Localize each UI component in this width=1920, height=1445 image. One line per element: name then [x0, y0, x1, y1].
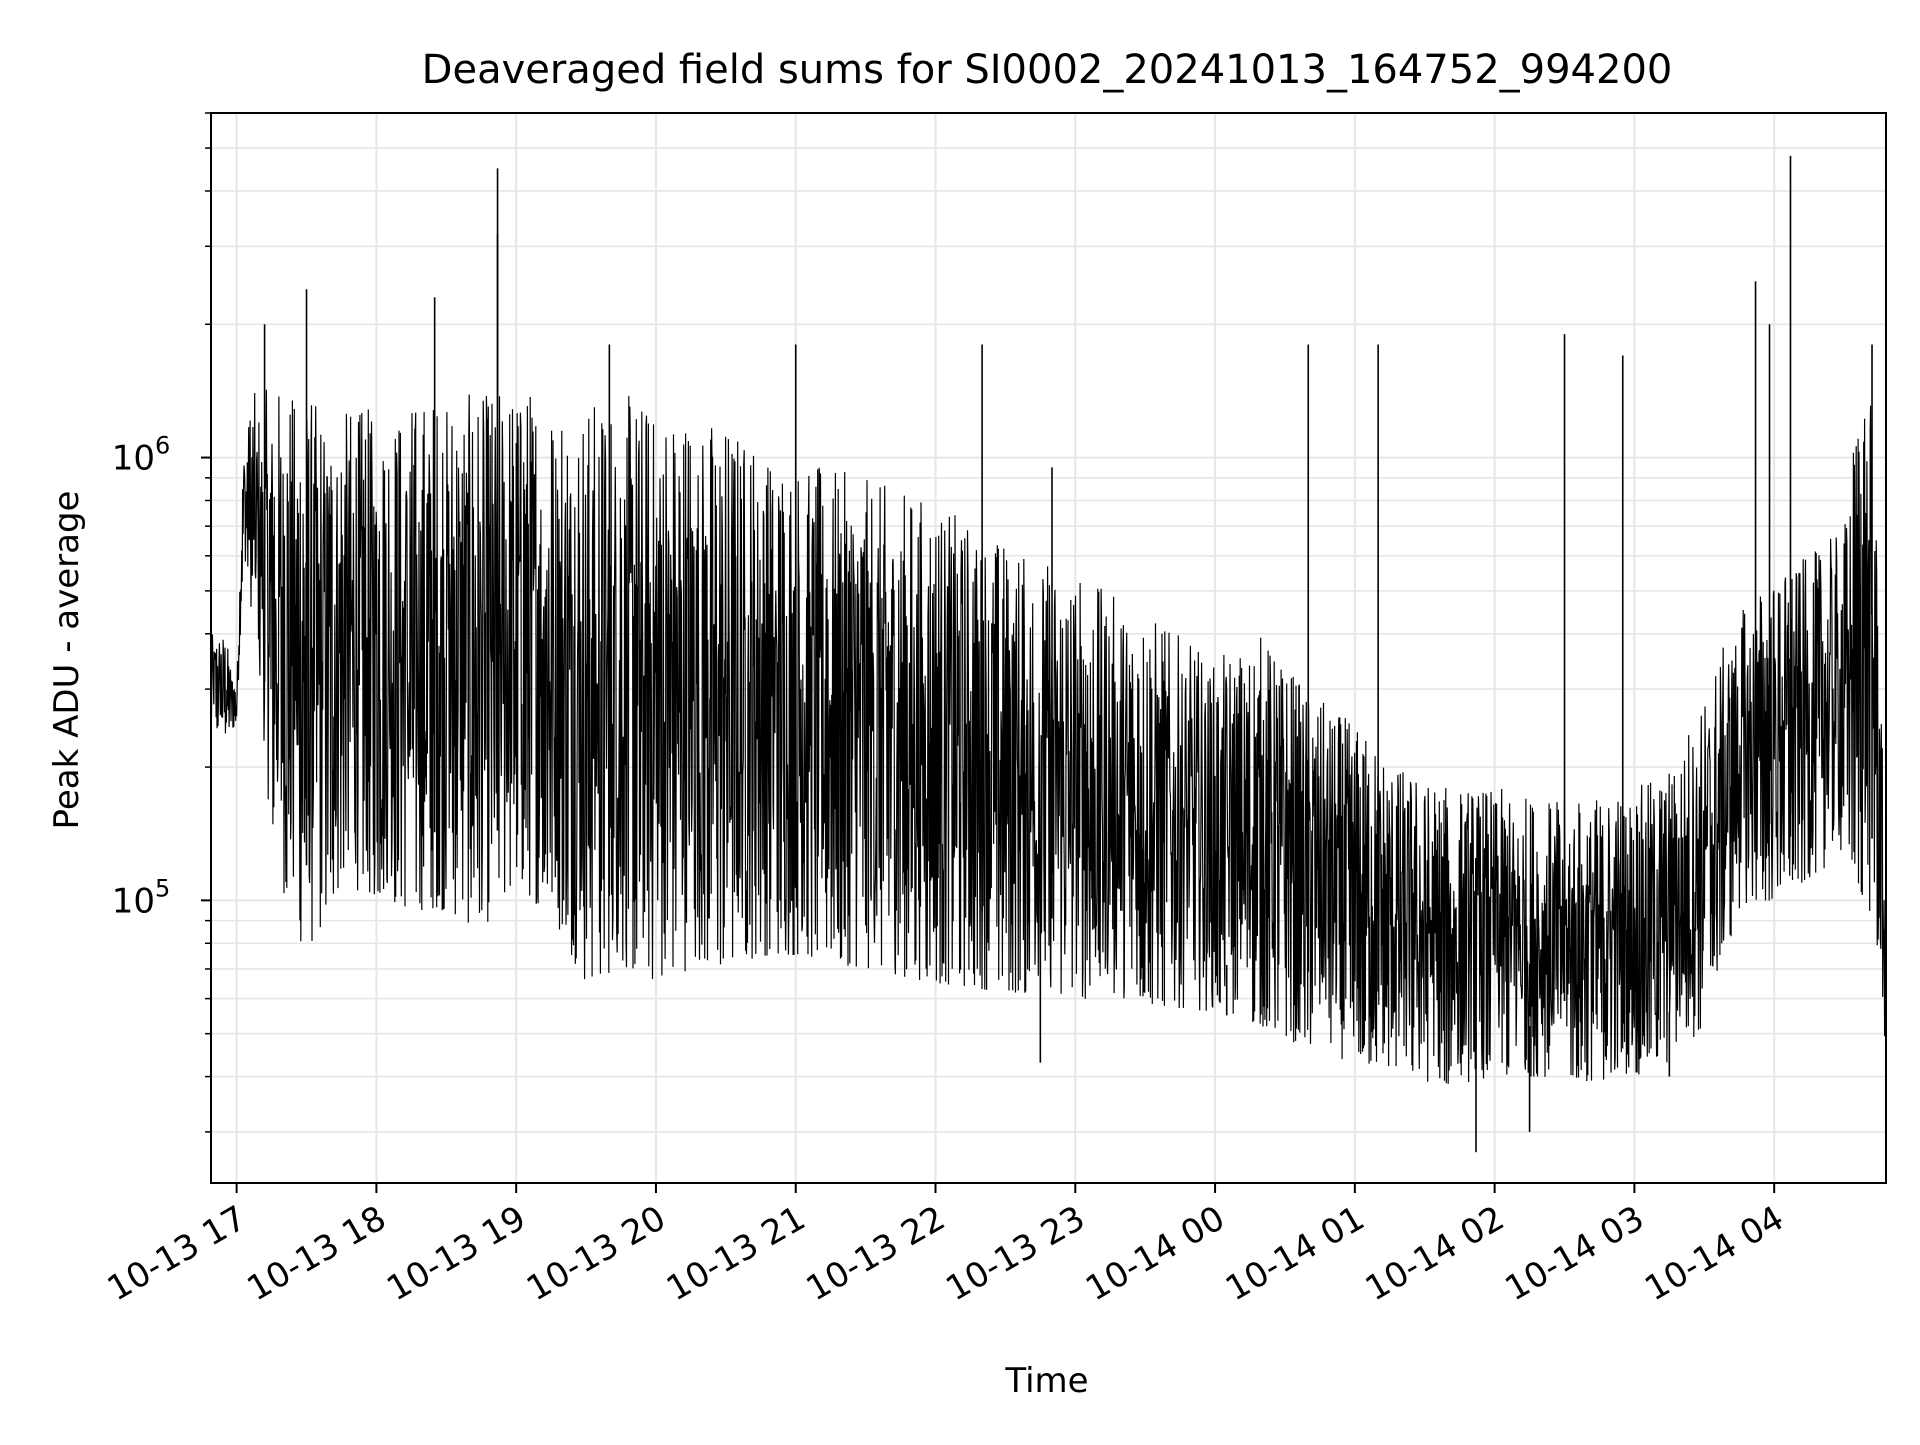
chart-title: Deaveraged field sums for SI0002_2024101… [422, 47, 1673, 93]
series-line [210, 155, 1887, 1153]
x-axis-label: Time [1004, 1361, 1088, 1401]
y-tick-label: 105 [112, 874, 171, 921]
plot-frame [210, 112, 1887, 1184]
series-path [210, 389, 1887, 1084]
y-tick-label: 106 [112, 432, 171, 479]
y-axis-label: Peak ADU - average [47, 491, 87, 830]
